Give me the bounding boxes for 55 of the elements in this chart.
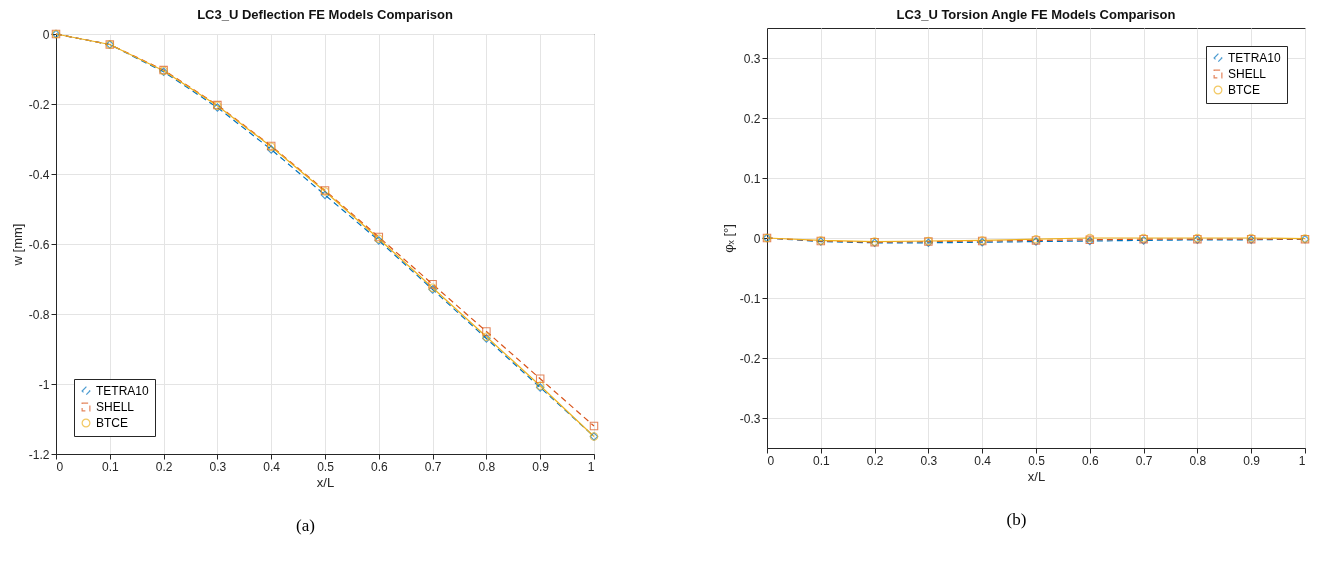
x-tick-label: 0.1 [812, 453, 830, 468]
y-tick-label: -0.2 [739, 351, 761, 366]
x-tick-label: 0.3 [209, 459, 227, 474]
point [320, 190, 330, 200]
x-tick-label: 0.9 [532, 459, 550, 474]
chart-title: LC3_U Torsion Angle FE Models Comparison [896, 7, 1176, 22]
x-tick-label: 1 [1298, 453, 1306, 468]
point [535, 374, 545, 384]
x-tick-label: 1 [587, 459, 595, 474]
y-tick-label: -0.6 [28, 237, 50, 252]
legend-label: TETRA10 [1228, 51, 1282, 65]
x-tick-label: 0.4 [974, 453, 992, 468]
y-tick-label: -1.2 [28, 447, 50, 462]
text: (b) [1006, 510, 1027, 530]
point [589, 421, 599, 431]
point [428, 279, 437, 289]
x-tick-label: 0.7 [1135, 453, 1153, 468]
y-axis-title: w [mm] [9, 223, 25, 267]
x-axis-title: x/L [316, 474, 335, 490]
point [482, 327, 491, 336]
x-tick-label: 0.5 [1028, 453, 1046, 468]
x-tick-label: 0.4 [263, 459, 281, 474]
y-tick-label: -0.1 [739, 291, 761, 306]
x-tick-label: 0 [56, 459, 64, 474]
x-tick-label: 0.6 [1081, 453, 1099, 468]
text: (a) [296, 516, 315, 536]
x-tick-label: 0.8 [1189, 453, 1207, 468]
x-tick-label: 0.1 [101, 459, 119, 474]
y-tick-label: 0.1 [743, 171, 761, 186]
y-tick-label: 0 [753, 231, 761, 246]
x-tick-label: 0 [767, 453, 775, 468]
x-axis-title: x/L [1027, 468, 1046, 484]
chart-title: LC3_U Deflection FE Models Comparison [197, 7, 453, 22]
legend-label: TETRA10 [96, 384, 150, 398]
y-tick-label: -0.4 [28, 167, 50, 182]
y-axis-title: φₓ [°] [720, 224, 736, 253]
legend-label: BTCE [96, 416, 129, 430]
y-tick-label: 0.3 [743, 51, 761, 66]
x-tick-label: 0.9 [1243, 453, 1261, 468]
y-tick-label: -0.2 [28, 97, 50, 112]
x-tick-label: 0.6 [370, 459, 388, 474]
y-tick-label: 0.2 [743, 111, 761, 126]
x-tick-label: 0.2 [866, 453, 884, 468]
y-tick-label: 0 [42, 27, 50, 42]
legend-label: BTCE [1228, 83, 1261, 97]
x-tick-label: 0.3 [920, 453, 938, 468]
y-tick-label: -1 [38, 377, 50, 392]
legend-label: SHELL [96, 400, 135, 414]
legend-label: SHELL [1228, 67, 1267, 81]
y-tick-label: -0.3 [739, 411, 761, 426]
x-tick-label: 0.2 [155, 459, 173, 474]
x-tick-label: 0.7 [424, 459, 442, 474]
y-tick-label: -0.8 [28, 307, 50, 322]
x-tick-label: 0.5 [317, 459, 335, 474]
x-tick-label: 0.8 [478, 459, 496, 474]
